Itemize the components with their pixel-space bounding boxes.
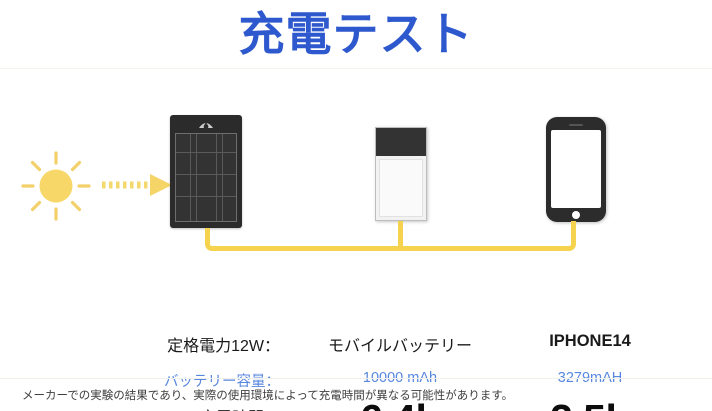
cable-battery-stub — [398, 221, 403, 251]
page-title: 充電テスト — [238, 7, 474, 61]
solar-panel-icon — [170, 115, 242, 228]
diagram-area: 定格電力12W： モバイルバッテリー IPHONE14 バッテリー容量： 100… — [0, 69, 712, 411]
panel-cells — [175, 133, 237, 222]
phone-title: IPHONE14 — [549, 332, 631, 350]
footnote-bar: メーカーでの実験の結果であり、実際の使用環境によって充電時間が異なる可能性があり… — [0, 378, 712, 411]
battery-charge-time-value: 6.4h — [300, 396, 500, 411]
dashed-arrow-right-icon — [100, 171, 174, 199]
cable-battery-to-phone — [401, 221, 576, 251]
cable-panel-to-battery — [205, 228, 401, 251]
power-bank-icon — [375, 127, 427, 221]
phone-screen — [551, 130, 601, 208]
sun-icon — [18, 148, 94, 224]
smartphone-icon — [546, 117, 606, 222]
phone-charge-time-value: 2.5h — [500, 396, 680, 411]
footnote-text: メーカーでの実験の結果であり、実際の使用環境によって充電時間が異なる可能性があり… — [22, 390, 514, 402]
phone-home-button — [572, 211, 580, 219]
panel-brand-logo-icon — [198, 118, 214, 130]
power-bank-top-panel — [376, 128, 426, 156]
header-bar: 充電テスト — [0, 0, 712, 69]
phone-speaker — [569, 124, 583, 126]
rated-power-label: 定格電力12W： — [167, 338, 280, 355]
battery-title: モバイルバッテリー — [327, 338, 472, 355]
power-bank-body — [379, 159, 423, 217]
